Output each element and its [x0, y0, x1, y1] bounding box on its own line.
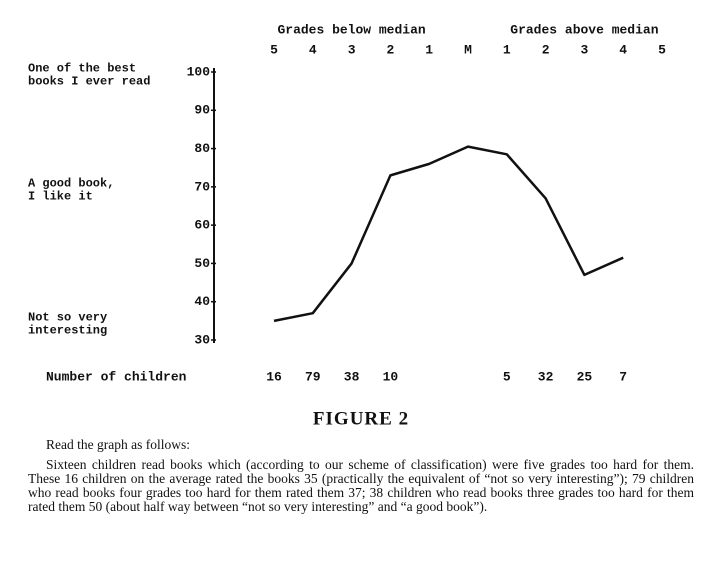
y-tick-label: 50 [194, 256, 210, 271]
x-tick-label: 2 [386, 42, 394, 57]
y-annotation: I like it [28, 190, 93, 204]
x-tick-label: 4 [619, 42, 627, 57]
y-tick-label: 30 [194, 332, 210, 347]
count-label: 16 [266, 369, 282, 384]
y-annotation: books I ever read [28, 75, 150, 89]
x-tick-label: 3 [580, 42, 588, 57]
paragraph: Sixteen children read books which (accor… [28, 457, 694, 514]
y-tick-label: 90 [194, 103, 210, 118]
y-annotation: interesting [28, 324, 107, 338]
x-tick-label: 2 [542, 42, 550, 57]
count-label: 79 [305, 369, 321, 384]
count-label: 10 [383, 369, 399, 384]
x-tick-label: 4 [309, 42, 317, 57]
counts-label: Number of children [46, 369, 187, 384]
x-tick-label: 1 [503, 42, 511, 57]
y-tick-label: 100 [187, 64, 211, 79]
x-tick-label: 3 [348, 42, 356, 57]
y-annotation: A good book, [28, 177, 114, 191]
group-label: Grades below median [277, 22, 425, 37]
x-tick-label: M [464, 42, 472, 57]
data-line [273, 145, 624, 323]
paragraph: Read the graph as follows: [46, 437, 190, 452]
count-label: 32 [538, 369, 554, 384]
count-label: 5 [503, 369, 511, 384]
y-tick-label: 40 [194, 294, 210, 309]
x-tick-label: 5 [270, 42, 278, 57]
y-tick-label: 80 [194, 141, 210, 156]
count-label: 38 [344, 369, 360, 384]
x-tick-label: 1 [425, 42, 433, 57]
y-tick-label: 60 [194, 218, 210, 233]
x-tick-label: 5 [658, 42, 666, 57]
y-tick-label: 70 [194, 179, 210, 194]
y-annotation: One of the best [28, 62, 136, 76]
count-label: 7 [619, 369, 627, 384]
count-label: 25 [577, 369, 593, 384]
y-annotation: Not so very [28, 311, 107, 325]
body-text: Read the graph as follows: Sixteen childr… [28, 438, 694, 514]
chart: FIGURE 2 Number of children 30 40 50 60 70 80… [28, 22, 666, 429]
figure-caption: FIGURE 2 [313, 408, 409, 429]
group-label: Grades above median [510, 22, 658, 37]
